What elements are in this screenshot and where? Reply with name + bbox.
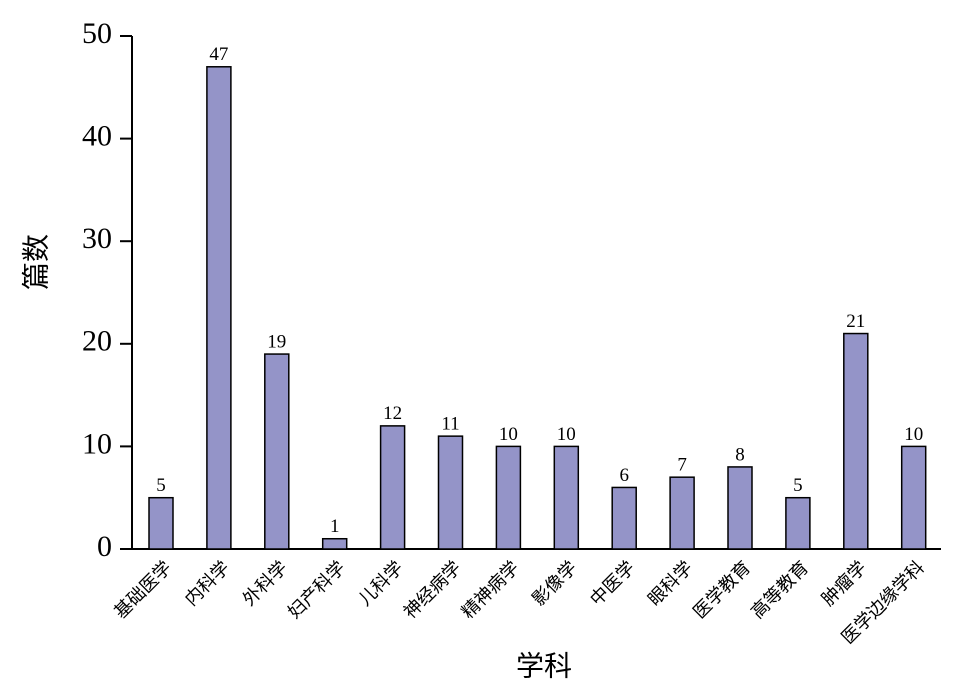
y-tick-label: 20: [82, 325, 112, 358]
x-tick-label: 医学教育: [689, 557, 755, 623]
y-tick-label: 0: [97, 530, 112, 563]
x-tick-label: 高等教育: [747, 557, 813, 623]
y-tick-label: 10: [82, 427, 112, 460]
x-tick-label: 肿瘤学: [818, 557, 871, 610]
y-tick-label: 40: [82, 119, 112, 152]
value-label: 10: [557, 424, 576, 445]
x-tick-label: 内科学: [181, 557, 234, 610]
value-label: 10: [904, 424, 923, 445]
x-tick-label: 儿科学: [355, 557, 408, 610]
bar: [264, 353, 290, 550]
x-tick-label: 中医学: [586, 557, 639, 610]
x-tick-label: 外科学: [239, 557, 292, 610]
x-tick-label: 神经病学: [400, 557, 466, 623]
bar: [727, 466, 753, 550]
value-label: 12: [383, 403, 402, 424]
value-label: 5: [156, 475, 166, 496]
value-label: 8: [735, 444, 745, 465]
x-tick-label: 妇产科学: [284, 557, 350, 623]
value-label: 21: [846, 311, 865, 332]
x-tick-label: 眼科学: [644, 557, 697, 610]
bar: [437, 435, 464, 550]
x-tick-label: 精神病学: [458, 557, 524, 623]
bar: [148, 496, 174, 550]
value-label: 7: [677, 455, 687, 476]
value-label: 1: [330, 516, 340, 537]
bar: [669, 476, 695, 550]
bar: [495, 445, 522, 550]
bar: [900, 445, 927, 550]
x-tick-label: 基础医学: [110, 557, 176, 623]
x-axis-label: 学科: [516, 650, 572, 683]
value-label: 10: [499, 424, 518, 445]
value-label: 6: [619, 465, 629, 486]
bar: [553, 445, 580, 550]
value-label: 11: [441, 413, 459, 434]
bar: [379, 425, 406, 550]
y-axis-label: 篇数: [20, 234, 53, 290]
bar: [206, 66, 232, 550]
bar: [843, 332, 869, 550]
bar: [785, 496, 811, 550]
value-label: 19: [267, 331, 286, 352]
bar: [611, 486, 637, 550]
x-tick-label: 影像学: [528, 557, 581, 610]
value-label: 5: [793, 475, 803, 496]
bar: [321, 537, 348, 550]
y-tick-label: 50: [82, 17, 112, 50]
value-label: 47: [209, 44, 228, 65]
y-tick-label: 30: [82, 222, 112, 255]
